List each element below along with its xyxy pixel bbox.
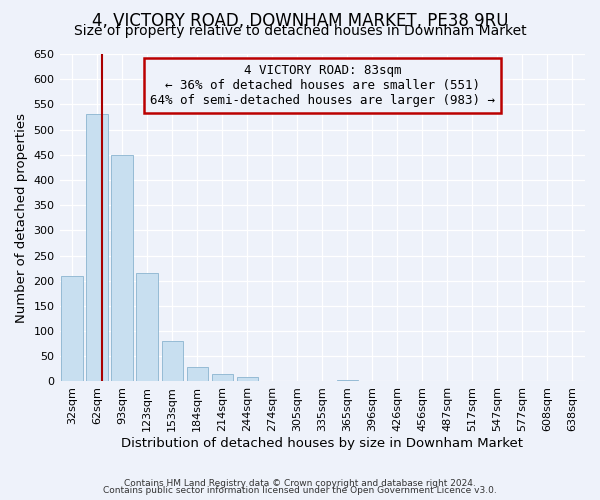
Bar xyxy=(212,374,233,382)
Text: 4, VICTORY ROAD, DOWNHAM MARKET, PE38 9RU: 4, VICTORY ROAD, DOWNHAM MARKET, PE38 9R… xyxy=(92,12,508,30)
Bar xyxy=(61,276,83,382)
Bar xyxy=(462,381,483,382)
Text: Contains public sector information licensed under the Open Government Licence v3: Contains public sector information licen… xyxy=(103,486,497,495)
Bar xyxy=(562,381,583,382)
Y-axis label: Number of detached properties: Number of detached properties xyxy=(15,112,28,322)
Text: Size of property relative to detached houses in Downham Market: Size of property relative to detached ho… xyxy=(74,24,526,38)
X-axis label: Distribution of detached houses by size in Downham Market: Distribution of detached houses by size … xyxy=(121,437,523,450)
Bar xyxy=(161,341,183,382)
Bar xyxy=(337,380,358,382)
Bar xyxy=(236,378,258,382)
Bar xyxy=(537,381,558,382)
Bar xyxy=(86,114,108,382)
Bar xyxy=(187,368,208,382)
Bar xyxy=(136,273,158,382)
Bar xyxy=(112,155,133,382)
Text: 4 VICTORY ROAD: 83sqm
← 36% of detached houses are smaller (551)
64% of semi-det: 4 VICTORY ROAD: 83sqm ← 36% of detached … xyxy=(150,64,495,107)
Text: Contains HM Land Registry data © Crown copyright and database right 2024.: Contains HM Land Registry data © Crown c… xyxy=(124,478,476,488)
